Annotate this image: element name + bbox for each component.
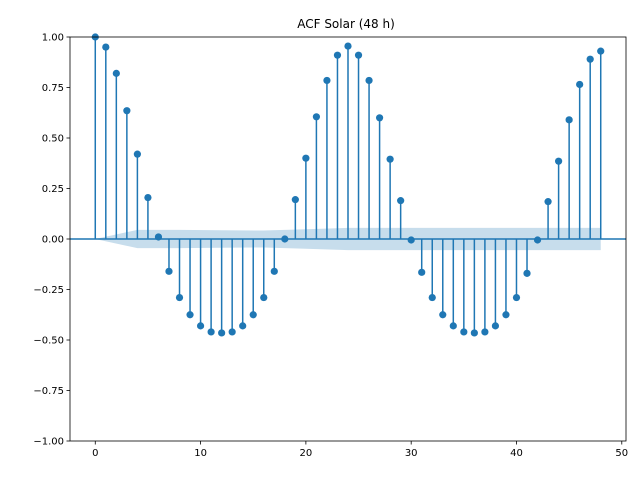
y-tick-label: 0.75 — [42, 83, 64, 94]
stem-marker-lag-10 — [196, 322, 205, 330]
stem-layer — [70, 33, 626, 337]
stem-marker-lag-31 — [418, 268, 426, 276]
stem-marker-lag-28 — [386, 155, 394, 163]
stem-marker-lag-13 — [228, 328, 236, 336]
stem-marker-lag-42 — [533, 236, 542, 244]
x-tick-label: 10 — [194, 448, 207, 459]
stem-marker-lag-44 — [555, 157, 563, 165]
stem-marker-lag-19 — [291, 196, 299, 204]
x-tick-label: 40 — [510, 448, 523, 459]
stem-marker-lag-46 — [576, 80, 584, 89]
chart-title: ACF Solar (48 h) — [297, 17, 395, 31]
x-tick-label: 30 — [405, 448, 418, 459]
stem-marker-lag-48 — [597, 47, 605, 55]
stem-marker-lag-24 — [344, 42, 352, 50]
stem-marker-lag-8 — [175, 293, 184, 302]
tick-layer: 0 10 20 30 40 50 −1.00 −0.75 −0.50 −0.25 0.00 0.25 0… — [33, 33, 628, 460]
stem-marker-lag-12 — [218, 329, 226, 337]
stem-marker-lag-21 — [312, 113, 321, 121]
stem-marker-lag-37 — [481, 328, 489, 336]
stem-marker-lag-41 — [523, 269, 531, 277]
stem-marker-lag-25 — [354, 51, 363, 59]
y-tick-label: −1.00 — [33, 437, 64, 448]
stem-marker-lag-34 — [449, 322, 457, 330]
y-tick-label: −0.25 — [33, 285, 64, 296]
stem-marker-lag-16 — [260, 293, 268, 302]
stem-marker-lag-47 — [586, 55, 594, 63]
y-tick-label: 1.00 — [42, 33, 64, 44]
x-tick-label: 20 — [300, 448, 313, 459]
x-tick-label: 0 — [92, 448, 98, 459]
y-tick-label: 0.50 — [42, 134, 64, 145]
stem-marker-lag-11 — [207, 328, 215, 336]
stem-marker-lag-3 — [123, 107, 131, 115]
stem-marker-lag-14 — [239, 322, 247, 330]
y-tick-label: −0.50 — [33, 336, 64, 347]
stem-marker-lag-6 — [154, 233, 163, 241]
stem-marker-lag-45 — [565, 116, 573, 124]
stem-marker-lag-38 — [491, 322, 500, 330]
stem-marker-lag-15 — [249, 311, 257, 319]
stem-marker-lag-35 — [460, 328, 468, 336]
stem-marker-lag-2 — [112, 69, 120, 77]
stem-marker-lag-9 — [186, 311, 194, 319]
stem-marker-lag-23 — [333, 51, 342, 59]
stem-marker-lag-7 — [165, 267, 173, 275]
stem-marker-lag-17 — [270, 267, 278, 275]
stem-marker-lag-4 — [133, 150, 141, 158]
stem-marker-lag-5 — [144, 193, 152, 202]
stem-marker-lag-29 — [397, 197, 405, 205]
stem-marker-lag-20 — [302, 154, 310, 162]
stem-marker-lag-1 — [102, 43, 110, 51]
stem-marker-lag-39 — [502, 311, 510, 319]
y-tick-label: 0.00 — [42, 235, 64, 246]
stem-marker-lag-43 — [544, 198, 552, 206]
stem-marker-lag-26 — [365, 76, 373, 85]
stem-marker-lag-27 — [375, 114, 384, 122]
stem-marker-lag-22 — [323, 76, 331, 85]
stem-marker-lag-33 — [439, 311, 447, 319]
stem-marker-lag-18 — [281, 235, 289, 243]
stem-marker-lag-32 — [428, 293, 436, 302]
stem-marker-lag-30 — [407, 236, 415, 244]
y-tick-label: 0.25 — [42, 184, 64, 195]
y-tick-label: −0.75 — [33, 386, 64, 397]
x-tick-label: 50 — [615, 448, 628, 459]
stem-marker-lag-36 — [470, 329, 478, 337]
stem-marker-lag-40 — [512, 293, 521, 302]
